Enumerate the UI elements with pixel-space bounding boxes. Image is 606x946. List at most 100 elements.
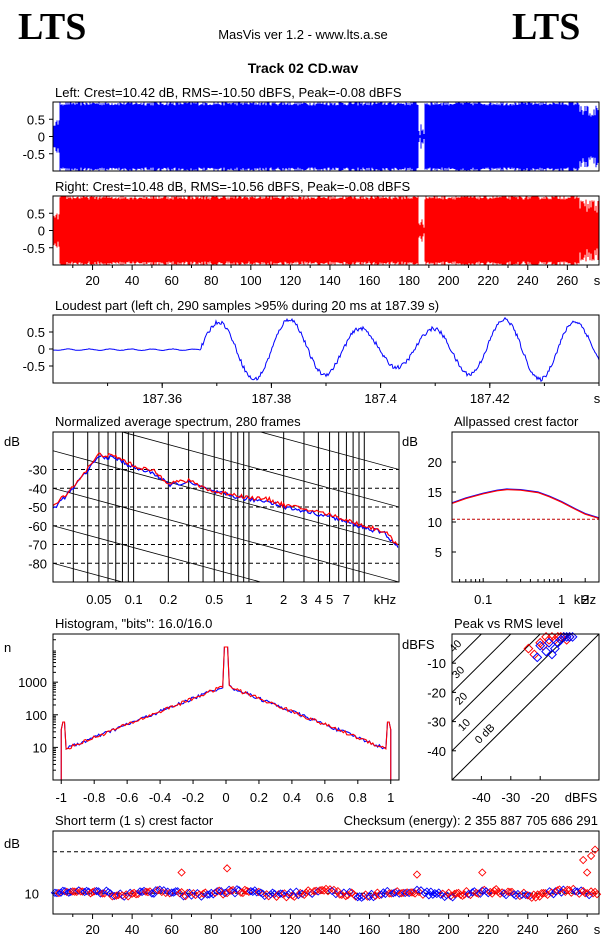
right-ytick-label: -0.5 [23, 241, 45, 256]
short-crest-point [478, 868, 487, 877]
peak-rms-ytick-label: -10 [427, 656, 446, 671]
crest-ytick-label: 5 [435, 545, 442, 560]
left-ytick-label: 0 [38, 130, 45, 145]
short-crest-point [590, 887, 600, 897]
histogram-xtick-label: 0.2 [250, 790, 268, 805]
right-xtick-label: 80 [204, 273, 218, 288]
short-crest-point [448, 893, 457, 902]
histogram-xtick-label: 0.6 [316, 790, 334, 805]
short-crest-point [462, 886, 471, 896]
loudest-ytick-label: 0.5 [27, 325, 45, 340]
right-xtick-label: 200 [438, 273, 460, 288]
short-crest-panel: Short term (1 s) crest factor Checksum (e… [4, 813, 602, 937]
histogram-ytick-label: 10 [33, 740, 47, 755]
peak-rms-title: Peak vs RMS level [454, 616, 563, 631]
spectrum-frame [52, 431, 400, 583]
crest-ytick-label: 20 [428, 455, 442, 470]
right-xtick-label: 160 [359, 273, 381, 288]
lts-logo-right: LTS [512, 6, 581, 48]
spectrum-slope-line [53, 638, 399, 732]
crest-ytick-label: 10 [428, 515, 442, 530]
short_crest-xtick-label: 180 [398, 922, 420, 937]
loudest-xtick-label: 187.36 [142, 391, 182, 406]
peak-rms-diagonal [452, 634, 599, 780]
left-ytick-label: -0.5 [23, 147, 45, 162]
short-crest-point [343, 890, 352, 900]
right-xtick-label: 220 [477, 273, 499, 288]
peak-rms-diagonal-label: 0 dB [473, 722, 497, 746]
peak-rms-point-left [561, 631, 572, 642]
short-crest-point [412, 870, 422, 879]
spectrum-slope-line [259, 432, 399, 470]
histogram-xtick-label: 0 [222, 790, 229, 805]
short-crest-title: Short term (1 s) crest factor [55, 813, 214, 828]
spectrum-xtick-label: 0.5 [205, 592, 223, 607]
short-crest-point [539, 888, 548, 898]
right-ytick-label: 0.5 [27, 206, 45, 221]
short-crest-point [551, 887, 560, 896]
short_crest-xtick-label: 40 [125, 922, 139, 937]
short-crest-point [393, 887, 402, 896]
loudest-panel: Loudest part (left ch, 290 samples >95% … [23, 298, 601, 406]
short-crest-point [389, 889, 398, 898]
short-crest-point [82, 886, 91, 896]
spectrum-slope-line [53, 450, 399, 545]
short_crest-xunit: s [594, 922, 601, 937]
short-crest-point [64, 888, 73, 897]
spectrum-slope-line [120, 432, 399, 508]
short-crest-point [426, 887, 436, 896]
short-crest-point [329, 885, 339, 895]
spectrum-grid [53, 432, 399, 732]
short-crest-ytick-label: 10 [25, 886, 39, 901]
peak-rms-xtick-label: -20 [531, 790, 550, 805]
spectrum-slope-line [53, 525, 263, 582]
peak-rms-xtick-label: -40 [472, 790, 491, 805]
short-crest-point [579, 855, 588, 865]
short-crest-point [367, 889, 376, 899]
short-crest-point [523, 891, 532, 900]
short-crest-point [590, 845, 600, 854]
histogram-ytick-label: 100 [25, 708, 47, 723]
spectrum-slope-line [53, 601, 399, 695]
peak-rms-point-right [523, 643, 534, 654]
loudest-trace [53, 316, 599, 383]
histogram-xtick-label: -0.8 [83, 790, 105, 805]
peak-rms-ytick-label: -30 [427, 715, 446, 730]
peak-rms-diagonal-label: 10 [456, 717, 473, 734]
histogram-xtick-label: -0.4 [149, 790, 171, 805]
short_crest-xtick-label: 200 [438, 922, 460, 937]
lts-logo-left: LTS [18, 6, 87, 48]
short-crest-point [586, 851, 596, 861]
histogram-ytick-label: 1000 [18, 675, 47, 690]
short-crest-point [60, 887, 70, 896]
short-crest-point [92, 886, 101, 896]
peak-rms-point-right [535, 637, 546, 648]
peak-rms-point-left [558, 631, 569, 642]
short_crest-xtick-label: 120 [280, 922, 302, 937]
short_crest-xtick-label: 20 [85, 922, 99, 937]
crest-ytick-label: 15 [428, 485, 442, 500]
peak-rms-point-left [535, 640, 546, 651]
spectrum-title: Normalized average spectrum, 280 frames [55, 414, 301, 429]
left-ytick-label: 0.5 [27, 112, 45, 127]
peak-rms-xlabel: dBFS [565, 790, 598, 805]
spectrum-slope-line [53, 487, 399, 582]
short-crest-point [177, 888, 186, 897]
short-crest-point [216, 887, 226, 896]
peak-rms-diagonal-label: 30 [450, 664, 467, 681]
short_crest-xtick-label: 60 [164, 922, 178, 937]
right-xtick-label: 180 [398, 273, 420, 288]
short_crest-xtick-label: 160 [359, 922, 381, 937]
crest-series-1 [451, 488, 600, 519]
spectrum-xunit: kHz [374, 592, 396, 607]
right-xtick-label: 100 [240, 273, 262, 288]
short-crest-point [345, 887, 354, 897]
short-crest-point [383, 886, 392, 896]
peak-rms-ytick-label: -20 [427, 685, 446, 700]
peak-rms-diagonal-label: 20 [453, 690, 470, 707]
short-crest-point [286, 888, 295, 897]
loudest-xtick-label: 187.38 [252, 391, 292, 406]
histogram-xtick-label: -0.2 [182, 790, 204, 805]
loudest-xtick-label: 187.42 [470, 391, 510, 406]
